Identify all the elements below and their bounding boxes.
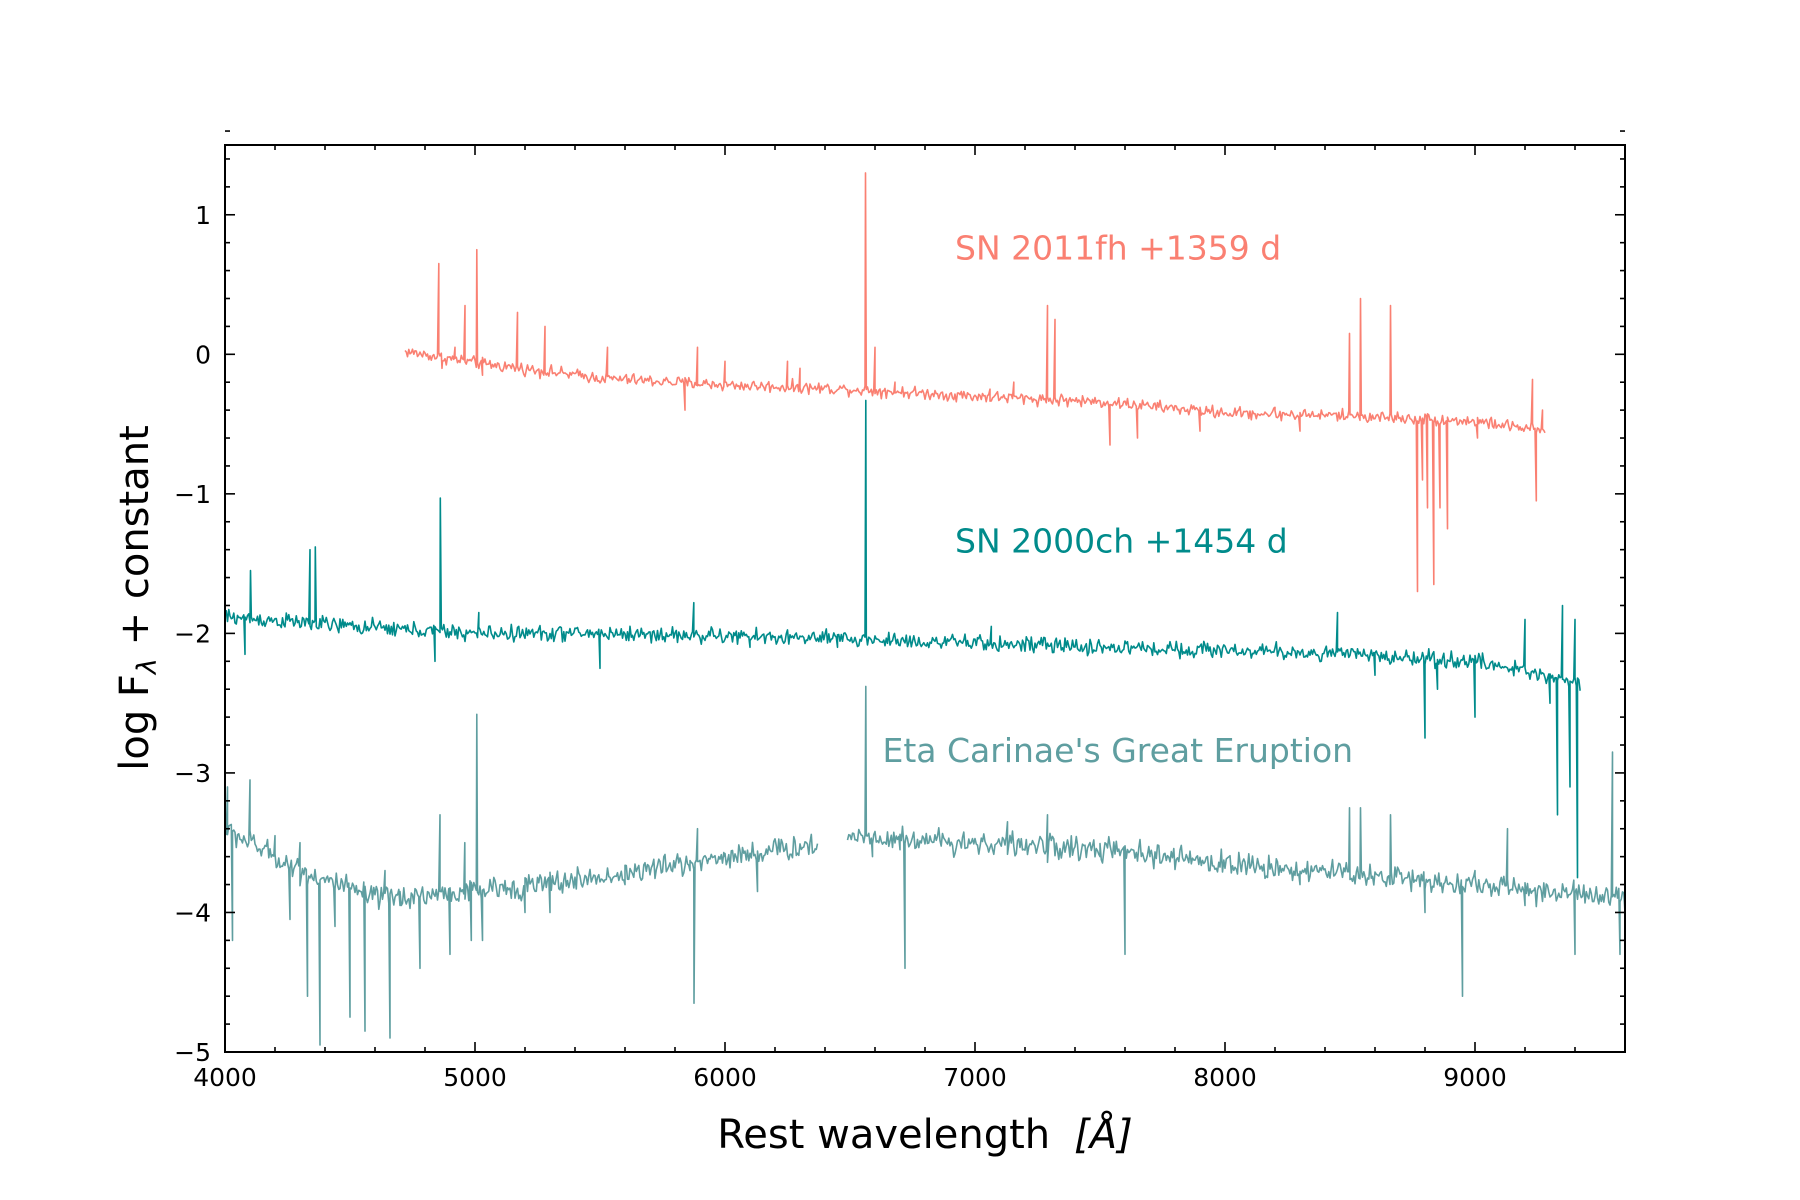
y-tick-label: −4 <box>174 898 211 927</box>
x-tick-label: 8000 <box>1193 1063 1257 1092</box>
x-axis-label: Rest wavelength [Å] <box>717 1110 1132 1158</box>
y-axis-label: log Fλ + constant <box>112 425 163 771</box>
x-tick-label: 5000 <box>443 1063 507 1092</box>
series-label-1: SN 2000ch +1454 d <box>955 521 1288 560</box>
x-axis-label-unit: [Å] <box>1074 1110 1133 1158</box>
series-layer <box>225 172 1625 1046</box>
series-label-0: SN 2011fh +1359 d <box>955 228 1281 267</box>
x-tick-label: 4000 <box>193 1063 257 1092</box>
y-axis-label-subscript: λ <box>132 658 163 676</box>
y-axis-label-suffix: + constant <box>112 425 158 658</box>
series-line-1 <box>225 399 1581 879</box>
tick-layer: 4000 5000 6000 7000 8000 9000 1 0 −1 −2 −3 −4 −5 <box>174 130 1626 1092</box>
y-tick-label: 0 <box>195 340 211 369</box>
x-tick-label: 7000 <box>943 1063 1007 1092</box>
y-tick-label: −1 <box>174 480 211 509</box>
x-tick-label: 6000 <box>693 1063 757 1092</box>
y-axis-label-text: log F <box>112 674 158 771</box>
series-label-2: Eta Carinae's Great Eruption <box>883 731 1354 770</box>
series-line-2 <box>225 713 819 1046</box>
y-tick-label: −3 <box>174 759 211 788</box>
y-tick-label: 1 <box>195 201 211 230</box>
y-tick-label: −2 <box>174 619 211 648</box>
series-line-2 <box>846 685 1625 997</box>
series-label-layer: SN 2011fh +1359 d SN 2000ch +1454 d Eta Ca… <box>883 228 1354 769</box>
series-line-0 <box>404 172 1546 593</box>
plot-frame <box>224 144 1626 1053</box>
x-tick-label: 9000 <box>1443 1063 1507 1092</box>
x-axis-label-text: Rest wavelength <box>717 1112 1050 1158</box>
y-tick-label: −5 <box>174 1038 211 1067</box>
